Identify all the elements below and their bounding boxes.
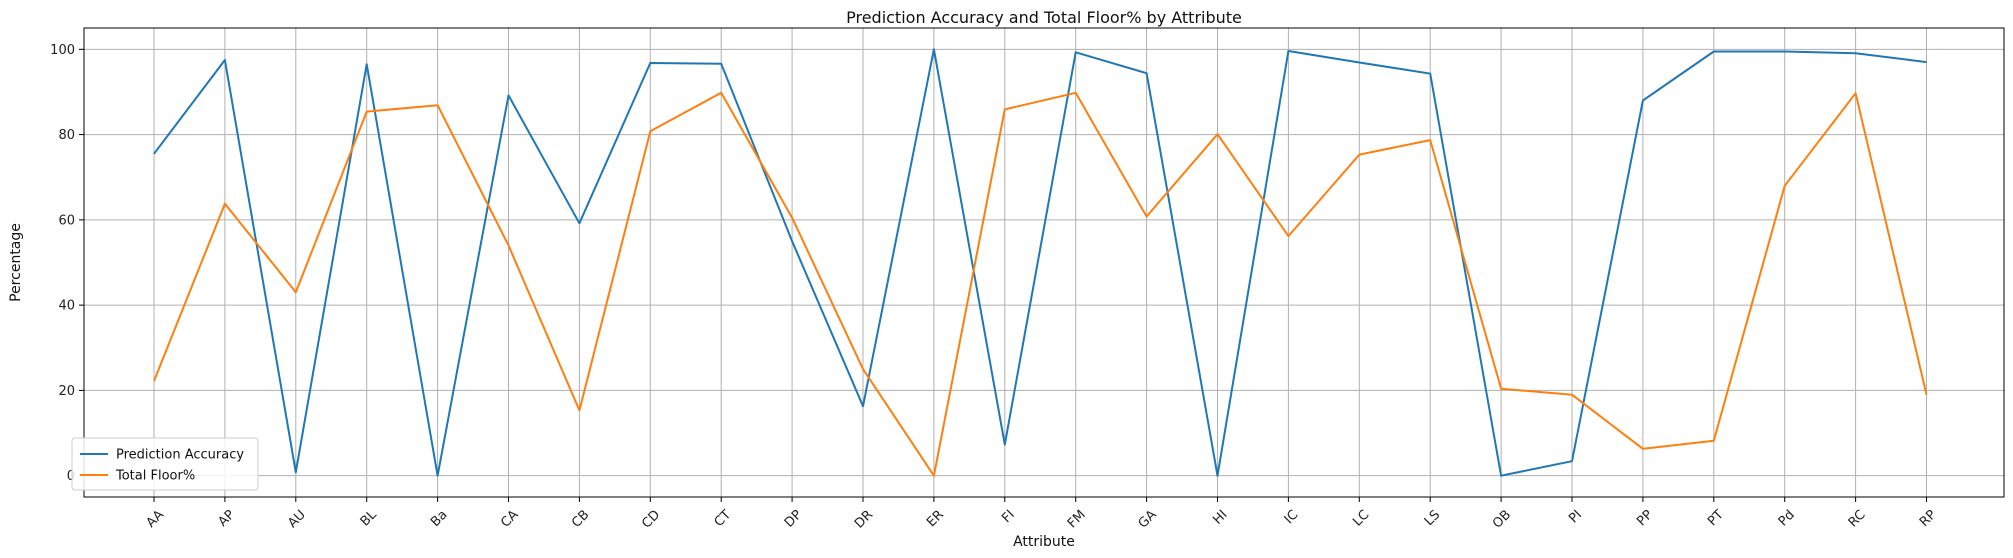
data-point: [224, 203, 226, 205]
legend-label: Prediction Accuracy: [116, 448, 244, 463]
series-group: [153, 48, 1928, 477]
y-tick-label: 0: [67, 469, 75, 484]
data-point: [1358, 154, 1360, 156]
x-tick-label: AU: [285, 507, 309, 531]
data-point: [1571, 460, 1573, 462]
data-point: [720, 63, 722, 65]
plot-frame: [83, 27, 2005, 498]
x-tick-label: DP: [782, 507, 805, 530]
data-point: [1571, 394, 1573, 396]
data-point: [1287, 235, 1289, 237]
data-point: [1855, 92, 1857, 94]
data-point: [862, 405, 864, 407]
x-tick-label: LC: [1350, 507, 1372, 529]
data-point: [578, 409, 580, 411]
y-tick-label: 40: [58, 299, 75, 314]
data-point: [366, 63, 368, 65]
x-tick-label: AA: [144, 507, 168, 531]
y-axis-label: Percentage: [8, 223, 24, 302]
data-point: [1075, 92, 1077, 94]
data-point: [1926, 394, 1928, 396]
y-tick-label: 80: [58, 128, 75, 143]
data-point: [791, 217, 793, 219]
x-tick-label: Pd: [1776, 507, 1798, 529]
x-tick-label: CD: [639, 507, 663, 531]
x-tick-label: IC: [1282, 507, 1302, 527]
data-point: [224, 59, 226, 61]
data-point: [295, 291, 297, 293]
data-point: [1926, 61, 1928, 63]
data-point: [295, 471, 297, 473]
data-point: [649, 62, 651, 64]
x-tick-label: RP: [1917, 507, 1940, 530]
x-tick-label: OB: [1490, 507, 1514, 531]
x-tick-label: LS: [1422, 507, 1444, 529]
data-point: [1642, 448, 1644, 450]
data-point: [153, 380, 155, 382]
x-tick-label: HI: [1210, 507, 1230, 527]
data-point: [1429, 73, 1431, 75]
data-point: [1287, 50, 1289, 52]
data-point: [578, 222, 580, 224]
x-tick-label: PP: [1634, 507, 1656, 529]
data-point: [649, 130, 651, 132]
y-tick-label: 100: [50, 43, 75, 58]
x-tick-label: PT: [1705, 507, 1727, 529]
x-tick-label: CB: [569, 507, 592, 530]
x-tick-label: CA: [498, 507, 521, 530]
data-point: [1146, 215, 1148, 217]
data-point: [1500, 475, 1502, 477]
x-tick-label: FM: [1065, 507, 1089, 531]
data-point: [720, 92, 722, 94]
legend-label: Total Floor%: [115, 469, 195, 484]
data-point: [862, 368, 864, 370]
y-tick-label: 20: [58, 384, 75, 399]
data-point: [1713, 50, 1715, 52]
x-tick-label: AP: [216, 507, 239, 530]
chart-title: Prediction Accuracy and Total Floor% by …: [846, 8, 1242, 27]
x-tick-label: GA: [1136, 507, 1160, 531]
x-tick-label: FI: [999, 507, 1018, 526]
x-tick-label: CT: [712, 507, 735, 530]
data-point: [1429, 139, 1431, 141]
data-point: [791, 240, 793, 242]
data-point: [437, 475, 439, 477]
data-point: [1500, 388, 1502, 390]
x-tick-label: PI: [1566, 507, 1585, 526]
x-tick-label: DR: [852, 507, 876, 531]
data-point: [1358, 62, 1360, 64]
series-line-1: [153, 91, 1928, 477]
data-point: [1217, 133, 1219, 135]
x-tick-label: RC: [1846, 507, 1869, 530]
x-axis-label: Attribute: [1013, 534, 1075, 550]
x-tick-label: BL: [358, 507, 381, 530]
series-line-0: [153, 48, 1927, 477]
x-tick-label: Ba: [428, 507, 451, 530]
ticks: AA AP AU BL Ba CA CB CD CT DP DR ER FI FM GA HI IC LC LS OB…: [50, 43, 1939, 532]
legend: Prediction Accuracy Total Floor%: [71, 437, 259, 491]
data-point: [437, 104, 439, 106]
grid: [84, 28, 2004, 497]
data-point: [508, 94, 510, 96]
data-point: [1642, 99, 1644, 101]
data-point: [1075, 51, 1077, 53]
data-point: [1004, 108, 1006, 110]
data-point: [933, 48, 935, 50]
data-point: [1146, 72, 1148, 74]
data-point: [1784, 50, 1786, 52]
data-point: [366, 111, 368, 113]
legend-box: [71, 437, 259, 491]
data-point: [1784, 185, 1786, 187]
data-point: [1713, 440, 1715, 442]
data-point: [508, 244, 510, 246]
y-tick-label: 60: [58, 213, 75, 228]
x-tick-label: ER: [924, 507, 947, 530]
data-point: [153, 153, 155, 155]
data-point: [1855, 52, 1857, 54]
data-point: [933, 475, 935, 477]
data-point: [1004, 444, 1006, 446]
data-point: [1217, 475, 1219, 477]
